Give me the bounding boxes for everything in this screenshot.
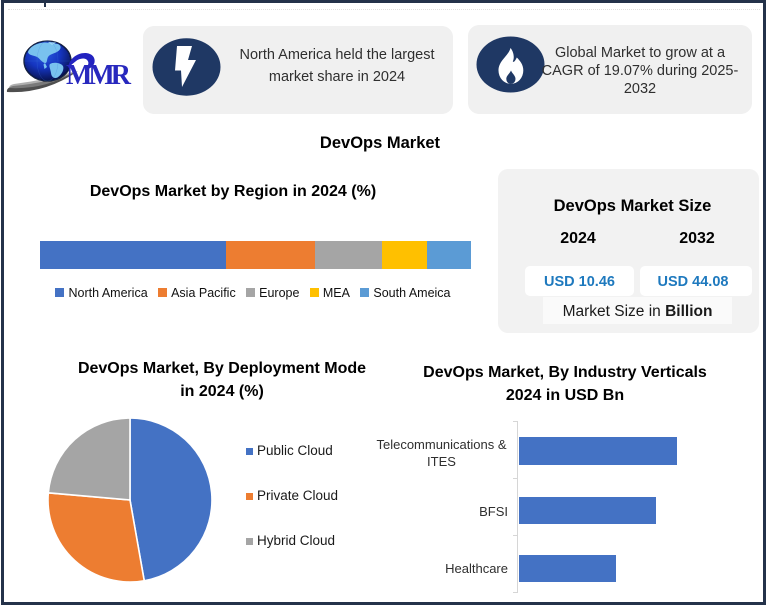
svg-text:MMR: MMR — [66, 60, 132, 91]
